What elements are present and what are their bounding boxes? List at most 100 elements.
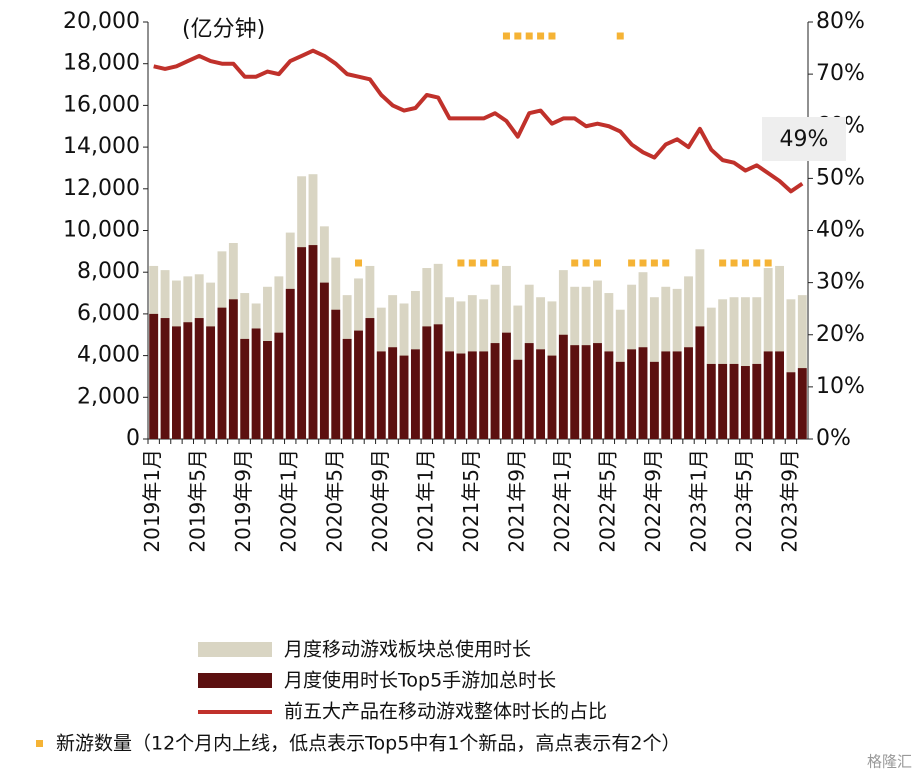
- y-tick-label: 6,000: [77, 301, 140, 326]
- y-tick-label: 4,000: [77, 343, 140, 368]
- bar: [331, 309, 341, 439]
- bar: [752, 363, 762, 439]
- bar: [399, 355, 409, 439]
- x-tick-label: 2020年5月: [322, 449, 346, 553]
- bar: [706, 363, 716, 439]
- x-tick-label: 2023年1月: [686, 449, 710, 553]
- bar: [740, 366, 750, 439]
- bar: [194, 318, 204, 439]
- new-game-marker: [719, 259, 727, 267]
- y2-tick-label: 50%: [816, 165, 865, 190]
- bar: [718, 363, 728, 439]
- bar: [593, 343, 602, 439]
- bar: [524, 343, 534, 439]
- annotation: 49%: [780, 127, 829, 152]
- bar: [456, 353, 466, 439]
- new-game-marker: [502, 32, 510, 40]
- x-tick-label: 2022年9月: [641, 449, 665, 553]
- new-game-marker: [491, 259, 499, 267]
- new-game-marker: [753, 259, 761, 267]
- bar: [251, 328, 261, 439]
- bar: [467, 351, 477, 439]
- x-tick-label: 2020年1月: [277, 449, 301, 553]
- legend-label: 新游数量（12个月内上线，低点表示Top5中有1个新品，高点表示有2个）: [56, 733, 681, 755]
- x-tick-label: 2019年5月: [186, 449, 210, 553]
- bar: [285, 288, 295, 439]
- bar: [786, 372, 796, 439]
- bar: [638, 347, 648, 439]
- bar: [797, 368, 807, 439]
- unit-label: (亿分钟): [182, 17, 265, 42]
- bar: [172, 326, 181, 439]
- new-game-marker: [457, 259, 465, 267]
- bar: [684, 347, 693, 439]
- y2-tick-label: 70%: [816, 61, 865, 86]
- bar: [410, 349, 420, 439]
- y-tick-label: 18,000: [63, 51, 140, 76]
- new-game-marker: [571, 259, 579, 267]
- bar: [365, 318, 375, 439]
- y-tick-label: 0: [126, 426, 140, 451]
- bar: [729, 363, 739, 439]
- new-game-marker: [480, 259, 488, 267]
- bar: [661, 351, 671, 439]
- bar: [547, 355, 557, 439]
- y-tick-label: 16,000: [63, 92, 140, 117]
- bar: [422, 326, 432, 439]
- legend-swatch: [198, 642, 272, 657]
- bar: [183, 322, 193, 439]
- y2-tick-label: 0%: [816, 426, 851, 451]
- bar: [763, 351, 773, 439]
- bar: [433, 324, 443, 439]
- x-tick-label: 2022年1月: [550, 449, 574, 553]
- bar: [615, 361, 625, 439]
- bar: [502, 332, 511, 439]
- y-tick-label: 10,000: [63, 218, 140, 243]
- bar: [536, 349, 546, 439]
- bar: [263, 341, 272, 439]
- bar: [217, 307, 227, 439]
- bar: [228, 299, 238, 439]
- bar: [581, 345, 591, 439]
- bar: [604, 351, 614, 439]
- x-tick-label: 2019年9月: [231, 449, 255, 553]
- x-tick-label: 2021年9月: [504, 449, 528, 553]
- bar: [149, 313, 159, 439]
- bar: [376, 351, 386, 439]
- bar: [342, 338, 352, 439]
- new-game-marker: [548, 32, 556, 40]
- x-tick-label: 2021年1月: [413, 449, 437, 553]
- y2-tick-label: 30%: [816, 270, 865, 295]
- x-tick-label: 2019年1月: [140, 449, 164, 553]
- y-tick-label: 20,000: [63, 9, 140, 34]
- legend-label: 月度移动游戏板块总使用时长: [284, 639, 531, 661]
- annotation-box: [762, 117, 846, 161]
- x-tick-label: 2020年9月: [368, 449, 392, 553]
- y2-tick-label: 80%: [816, 9, 865, 34]
- new-game-marker: [593, 259, 601, 267]
- y-tick-label: 12,000: [63, 176, 140, 201]
- x-tick-label: 2023年9月: [777, 449, 801, 553]
- bar: [354, 330, 363, 439]
- bar: [160, 318, 170, 439]
- bar: [786, 299, 796, 439]
- bar: [388, 347, 398, 439]
- bar: [206, 326, 216, 439]
- y2-tick-label: 10%: [816, 374, 865, 399]
- bar: [274, 332, 284, 439]
- new-game-marker: [730, 259, 738, 267]
- legend-swatch: [198, 673, 272, 688]
- new-game-marker: [639, 259, 647, 267]
- y-tick-label: 2,000: [77, 384, 140, 409]
- y2-tick-label: 40%: [816, 218, 865, 243]
- bar: [775, 351, 784, 439]
- legend-swatch: [36, 740, 43, 747]
- y-tick-label: 14,000: [63, 134, 140, 159]
- new-game-marker: [537, 32, 545, 40]
- x-tick-label: 2021年5月: [459, 449, 483, 553]
- bar: [445, 351, 454, 439]
- y-tick-label: 8,000: [77, 259, 140, 284]
- bar: [490, 343, 500, 439]
- new-game-marker: [468, 259, 476, 267]
